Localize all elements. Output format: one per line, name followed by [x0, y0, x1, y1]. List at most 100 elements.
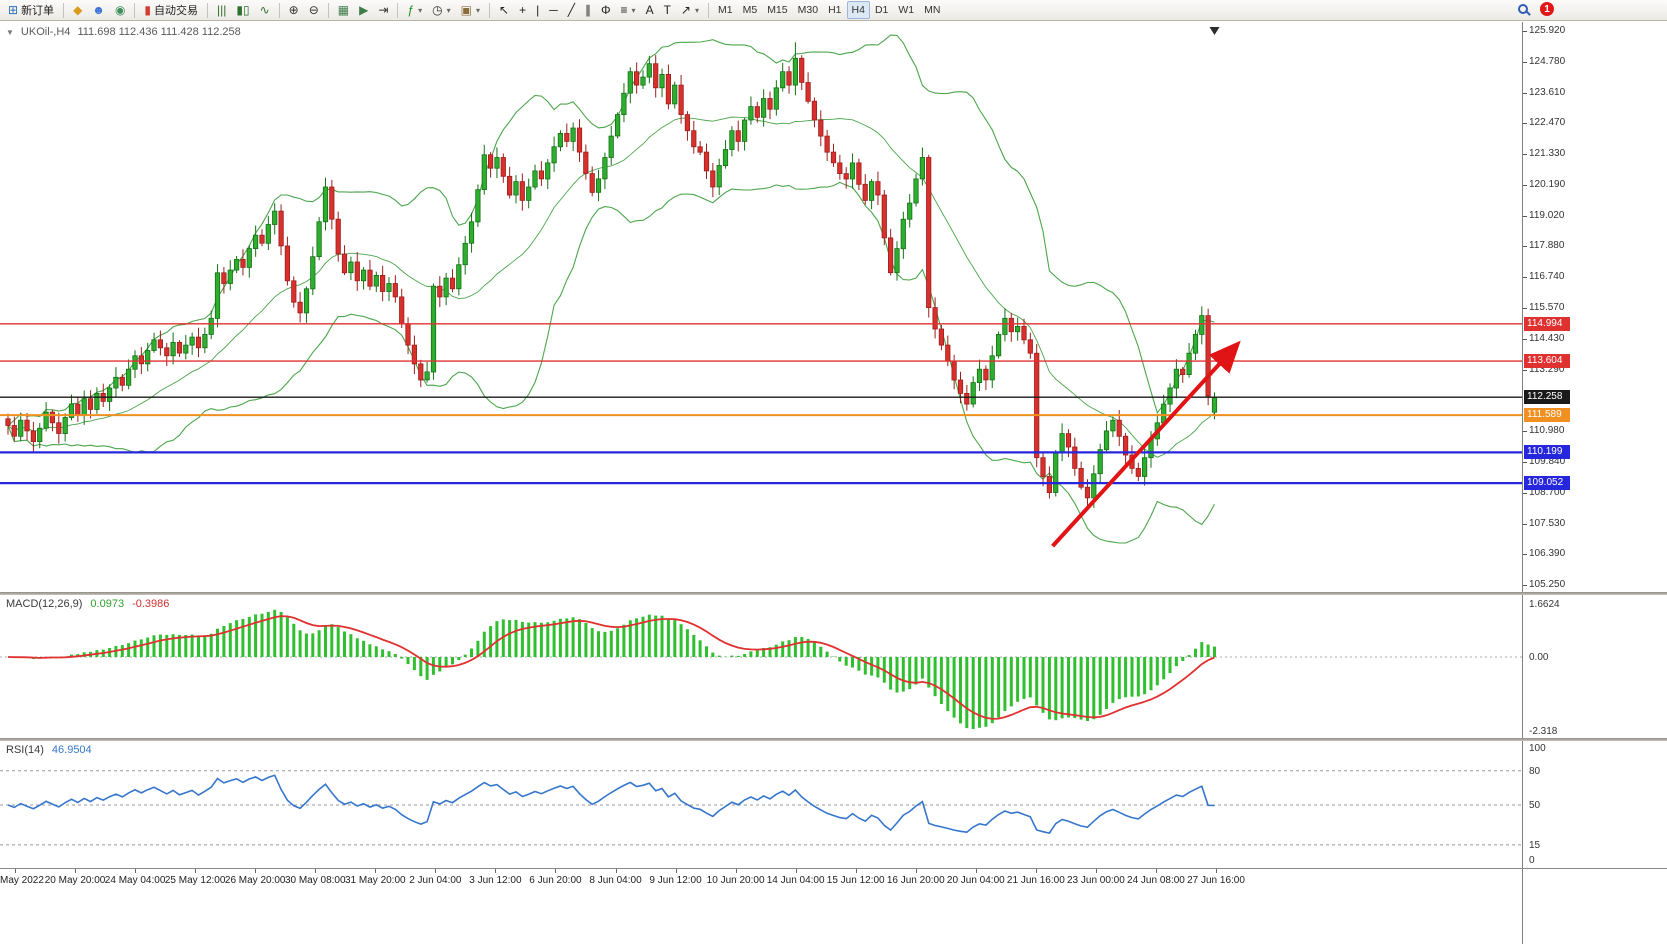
button-label: M5: [742, 4, 758, 16]
time-tick: [795, 869, 797, 873]
label-tool-button[interactable]: T: [659, 1, 676, 19]
candle: [157, 330, 163, 356]
price-tick: 122.470: [1529, 117, 1566, 129]
candle: [37, 423, 43, 449]
fibonacci-tool-icon: Φ: [600, 3, 611, 17]
chart-shift-button[interactable]: ⇥: [373, 1, 393, 19]
navigator-button[interactable]: ☻: [87, 1, 110, 19]
candle: [538, 161, 545, 186]
caret-down-icon: ▾: [694, 5, 699, 15]
shapes-tool-button[interactable]: ≡ ▾: [616, 1, 641, 19]
candle: [494, 147, 500, 179]
toolbar-separator: [207, 2, 209, 18]
auto-trading-button[interactable]: ▮ 自动交易: [139, 1, 203, 19]
rsi-scale-label: 80: [1529, 766, 1541, 777]
zoom-out-button[interactable]: ⊖: [304, 1, 324, 19]
candle: [1097, 443, 1103, 483]
chart-shift-icon: ⇥: [378, 3, 389, 17]
candle: [792, 42, 799, 96]
candle: [1040, 452, 1046, 487]
crosshair-button[interactable]: +: [514, 1, 531, 19]
price-scale[interactable]: 125.920 124.780 123.610 122.470 121.330 120.1…: [1522, 22, 1667, 944]
data-window-button[interactable]: ◉: [110, 1, 130, 19]
macd-panel[interactable]: [0, 595, 1522, 738]
price-tick: 117.880: [1529, 240, 1565, 252]
timeframe-m15-button[interactable]: M15: [762, 1, 792, 19]
candle: [233, 256, 240, 274]
bar-chart-mode-button[interactable]: |||: [212, 1, 231, 19]
candle: [659, 68, 665, 98]
candlestick-mode-button[interactable]: ▮▯: [231, 1, 254, 19]
trend-arrow-annotation[interactable]: [1051, 340, 1241, 548]
time-tick: [375, 869, 377, 873]
candle: [183, 335, 189, 360]
line-chart-mode-button[interactable]: ∿: [255, 1, 275, 19]
rsi-panel[interactable]: [0, 741, 1522, 868]
candle: [627, 67, 633, 104]
timeframe-d1-button[interactable]: D1: [870, 1, 893, 19]
timeframe-w1-button[interactable]: W1: [893, 1, 919, 19]
timeframe-mn-button[interactable]: MN: [919, 1, 945, 19]
price-tick: 110.980: [1529, 425, 1565, 437]
candle: [354, 252, 360, 291]
timeframe-h4-button[interactable]: H4: [846, 1, 870, 19]
candle: [481, 144, 487, 195]
candle: [170, 332, 176, 365]
timeframe-m5-button[interactable]: M5: [738, 1, 763, 19]
vertical-line-tool-button[interactable]: |: [531, 1, 544, 19]
candle: [932, 297, 938, 339]
one-click-trading-toggle[interactable]: ▼: [6, 27, 14, 37]
cursor-button[interactable]: ↖: [494, 1, 514, 19]
button-label: M1: [718, 4, 733, 16]
panel-separator[interactable]: [0, 738, 1667, 741]
fibonacci-tool-button[interactable]: Φ: [596, 1, 616, 19]
timeframe-m30-button[interactable]: M30: [793, 1, 823, 19]
zoom-in-icon: ⊕: [288, 3, 299, 17]
price-tick: 124.780: [1529, 55, 1566, 67]
candle: [761, 89, 767, 127]
market-watch-button[interactable]: ◆: [68, 1, 87, 19]
price-tick: 109.840: [1529, 455, 1566, 467]
candle: [81, 390, 87, 425]
new-order-button[interactable]: ⊞ 新订单: [3, 1, 59, 19]
price-tick-mark: [1523, 61, 1527, 63]
candle: [576, 119, 583, 162]
indicators-list-button[interactable]: ƒ ▾: [402, 1, 427, 19]
candle: [583, 144, 589, 180]
channel-tool-button[interactable]: ∥: [580, 1, 596, 19]
templates-button[interactable]: ▣ ▾: [456, 1, 485, 19]
candle: [957, 371, 964, 404]
time-tick: [675, 869, 677, 873]
trendline-tool-button[interactable]: ╱: [563, 1, 580, 19]
price-tick: 123.610: [1529, 86, 1566, 98]
candle: [246, 245, 252, 278]
caret-down-icon: ▾: [446, 5, 451, 15]
candle: [634, 62, 640, 94]
text-tool-button[interactable]: A: [641, 1, 659, 19]
tile-windows-button[interactable]: ▦: [333, 1, 354, 19]
price-tick-mark: [1523, 123, 1527, 125]
periods-button[interactable]: ◷ ▾: [427, 1, 456, 19]
panel-separator[interactable]: [0, 592, 1667, 595]
arrows-tool-button[interactable]: ↗ ▾: [676, 1, 704, 19]
candle: [360, 267, 367, 290]
timeframe-h1-button[interactable]: H1: [823, 1, 846, 19]
candle: [386, 277, 392, 302]
time-tick: [315, 869, 317, 873]
notification-badge[interactable]: 1: [1540, 2, 1554, 16]
candle: [919, 147, 926, 186]
price-chart[interactable]: [0, 22, 1522, 592]
search-icon[interactable]: [1518, 4, 1528, 14]
candle: [551, 136, 557, 172]
tile-windows-icon: ▦: [337, 3, 350, 17]
candle: [564, 123, 570, 148]
zoom-in-button[interactable]: ⊕: [284, 1, 304, 19]
button-label: MN: [924, 4, 941, 16]
candle: [468, 212, 475, 253]
price-tick-mark: [1523, 338, 1527, 340]
time-label: 31 May 20:00: [344, 875, 406, 886]
timeframe-m1-button[interactable]: M1: [713, 1, 738, 19]
horizontal-line-tool-button[interactable]: ─: [544, 1, 563, 19]
auto-scroll-button[interactable]: ▶: [354, 1, 373, 19]
